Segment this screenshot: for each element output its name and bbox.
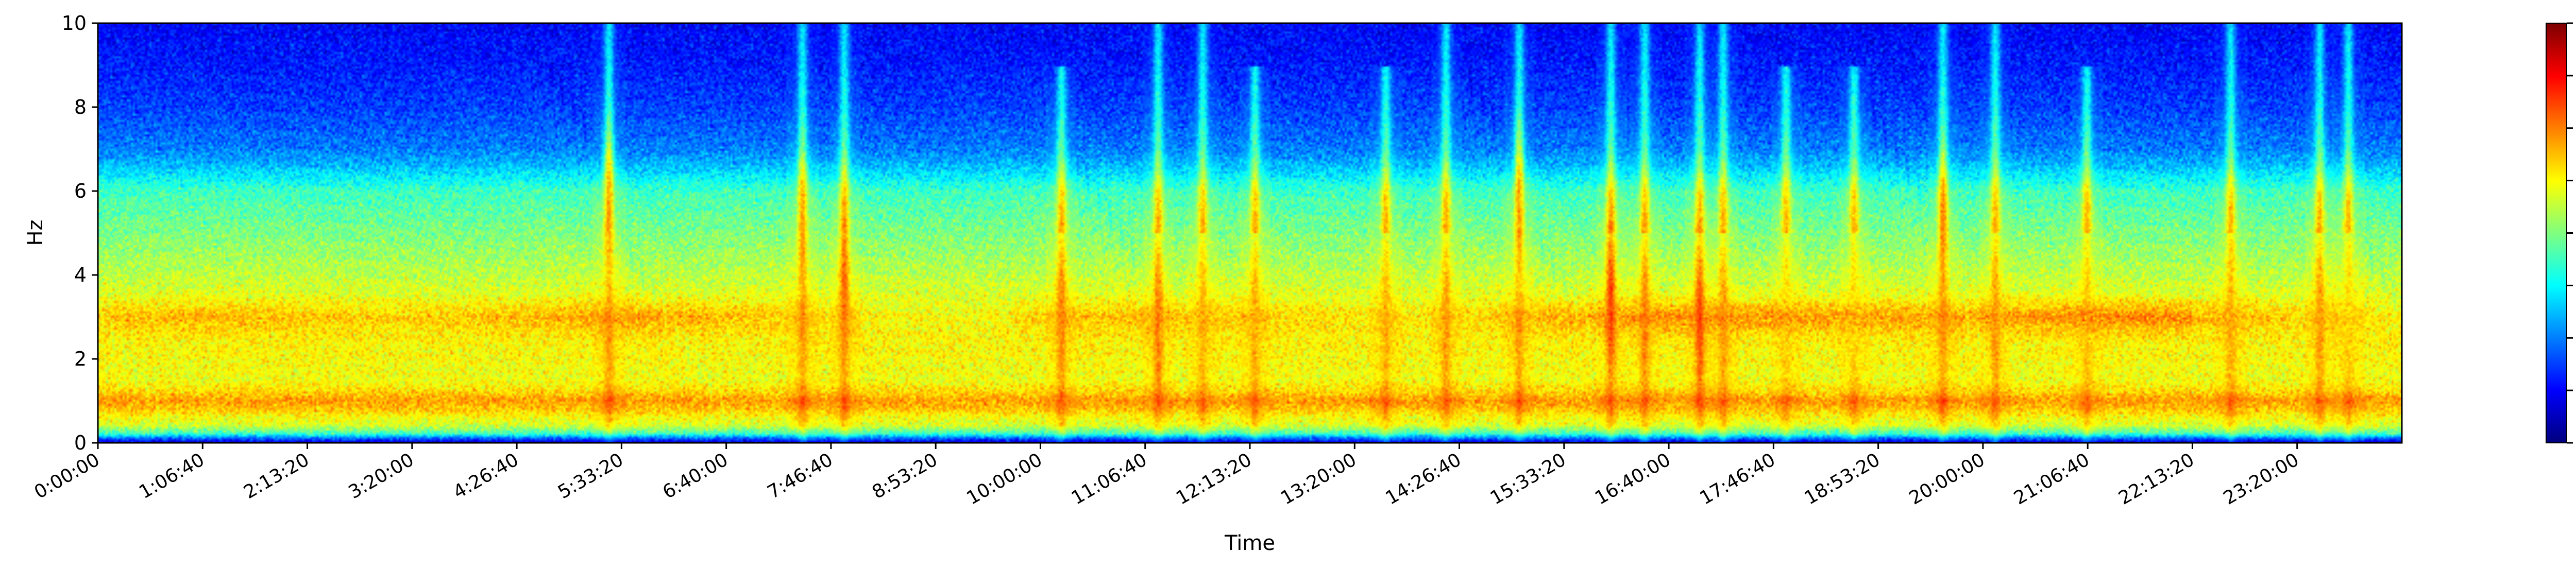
x-tick-label: 13:20:00 [1277, 449, 1360, 509]
x-tick-label: 10:00:00 [963, 449, 1046, 509]
x-axis-ticks: 0:00:00 1:06:40 2:13:20 3:20:00 4:26:40 5:33:… [31, 443, 2302, 509]
y-tick-label: 6 [74, 180, 87, 202]
y-tick-label: 2 [74, 348, 87, 370]
plot-frame [97, 22, 2403, 444]
x-tick-label: 1:06:40 [135, 449, 208, 503]
colorbar-frame [2546, 23, 2567, 443]
x-axis-label: Time [1224, 531, 1275, 555]
x-tick-label: 6:40:00 [659, 449, 732, 503]
x-tick-label: 15:33:20 [1487, 449, 1570, 509]
x-tick-label: 16:40:00 [1591, 449, 1674, 509]
x-tick-label: 4:26:40 [450, 449, 522, 503]
x-tick-label: 17:46:40 [1696, 449, 1779, 509]
x-tick-label: 23:20:00 [2220, 449, 2303, 509]
y-axis-label: Hz [24, 219, 47, 246]
y-tick-label: 8 [74, 96, 87, 118]
x-tick-label: 22:13:20 [2115, 449, 2198, 509]
y-tick-label: 10 [62, 12, 87, 35]
x-tick-label: 0:00:00 [31, 449, 104, 503]
x-tick-label: 3:20:00 [345, 449, 418, 503]
x-tick-label: 12:13:20 [1173, 449, 1256, 509]
colorbar-gradient [2546, 23, 2567, 443]
y-tick-label: 0 [74, 432, 87, 454]
x-tick-label: 20:00:00 [1906, 449, 1989, 509]
x-tick-label: 8:53:20 [869, 449, 941, 503]
y-axis-ticks: 0 2 4 6 8 10 [62, 12, 98, 454]
x-tick-label: 14:26:40 [1382, 449, 1465, 509]
x-tick-label: 18:53:20 [1801, 449, 1884, 509]
colorbar-ticks: +0 dB-10 dB-20 dB-30 dB-40 dB-50 dB-60 d… [2567, 22, 2573, 444]
x-tick-label: 11:06:40 [1068, 449, 1151, 509]
spectrogram-image [98, 23, 2402, 443]
x-tick-label: 5:33:20 [554, 449, 627, 503]
x-tick-label: 7:46:40 [764, 449, 837, 503]
y-tick-label: 4 [74, 264, 87, 286]
x-tick-label: 2:13:20 [240, 449, 313, 503]
x-tick-label: 21:06:40 [2010, 449, 2093, 509]
